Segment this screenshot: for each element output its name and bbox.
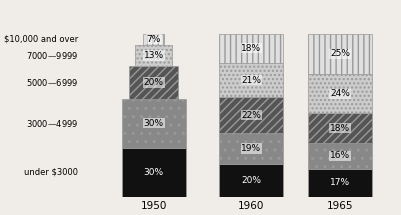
Text: 21%: 21% bbox=[241, 75, 261, 84]
Text: 17%: 17% bbox=[329, 178, 349, 187]
Bar bbox=[219, 34, 283, 63]
Bar bbox=[122, 99, 185, 148]
Text: 30%: 30% bbox=[144, 119, 164, 128]
Bar bbox=[308, 74, 371, 114]
Text: $10,000 and over: $10,000 and over bbox=[4, 35, 78, 44]
Text: 18%: 18% bbox=[241, 44, 261, 53]
Text: 7%: 7% bbox=[146, 35, 160, 44]
Text: 22%: 22% bbox=[241, 111, 261, 120]
Bar bbox=[308, 169, 371, 197]
Text: 19%: 19% bbox=[241, 144, 261, 153]
Text: 16%: 16% bbox=[329, 151, 349, 160]
Text: $5000 — $6999: $5000 — $6999 bbox=[26, 77, 78, 88]
Text: 18%: 18% bbox=[329, 124, 349, 133]
Text: 30%: 30% bbox=[144, 168, 164, 177]
Text: $7000 — $9999: $7000 — $9999 bbox=[26, 50, 78, 61]
Text: 20%: 20% bbox=[144, 78, 163, 87]
Bar bbox=[129, 66, 178, 99]
Text: 25%: 25% bbox=[329, 49, 349, 58]
Bar bbox=[308, 114, 371, 143]
Text: $3000 — $4999: $3000 — $4999 bbox=[26, 118, 78, 129]
Bar bbox=[135, 45, 172, 66]
Bar bbox=[308, 143, 371, 169]
Bar bbox=[308, 34, 371, 74]
Text: 20%: 20% bbox=[241, 176, 261, 185]
Bar bbox=[219, 97, 283, 133]
Text: under $3000: under $3000 bbox=[24, 168, 78, 177]
Text: 13%: 13% bbox=[144, 51, 164, 60]
Bar bbox=[219, 63, 283, 97]
Text: 24%: 24% bbox=[329, 89, 349, 98]
Bar bbox=[219, 164, 283, 197]
Bar bbox=[143, 34, 164, 45]
Bar bbox=[219, 133, 283, 164]
Bar bbox=[122, 148, 185, 197]
